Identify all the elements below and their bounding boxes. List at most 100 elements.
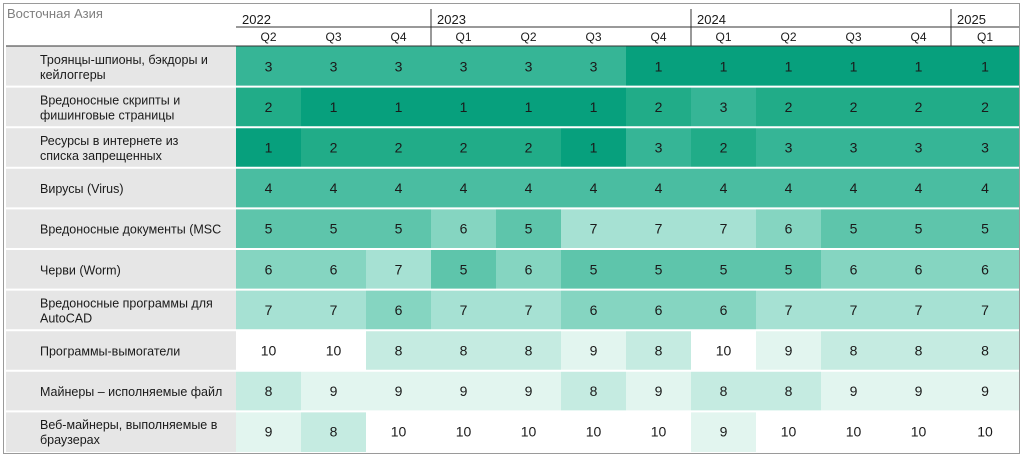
quarter-label: Q1 (455, 30, 471, 44)
cell-value: 6 (850, 261, 858, 277)
cell-value: 5 (915, 221, 923, 237)
heatmap-cell (366, 330, 431, 371)
heatmap-cell (366, 86, 431, 128)
cell-value: 1 (915, 58, 923, 74)
cell-value: 8 (265, 383, 273, 399)
cell-value: 10 (521, 424, 537, 440)
header: Восточная Азия 2022 2023 2024 2025 Q2 Q3 Q4 Q1 Q… (6, 6, 1019, 47)
heatmap-cell (821, 167, 886, 209)
heatmap-cell (236, 167, 301, 209)
heatmap-cell (691, 127, 756, 168)
cell-value: 3 (330, 58, 338, 74)
heatmap-cell (821, 86, 886, 128)
row-label-line: Вредоносные скрипты и (40, 93, 180, 107)
heatmap-cell (886, 370, 951, 412)
cell-value: 1 (525, 99, 533, 115)
heatmap-cell (691, 249, 756, 290)
cell-value: 2 (850, 99, 858, 115)
cell-value: 2 (720, 140, 728, 156)
heatmap-cell (951, 46, 1019, 87)
year-label: 2022 (242, 12, 271, 27)
cell-value: 6 (525, 261, 533, 277)
cell-value: 9 (460, 383, 468, 399)
heatmap-cell (821, 208, 886, 249)
cell-value: 2 (395, 140, 403, 156)
row-separators (6, 85, 1019, 413)
heatmap-cell (756, 127, 821, 168)
heatmap-cell (756, 249, 821, 290)
cell-value: 4 (525, 180, 533, 196)
heatmap-cell (366, 208, 431, 249)
heatmap-cell (756, 167, 821, 209)
cell-value: 7 (395, 261, 403, 277)
heatmap-cell (756, 411, 821, 452)
heatmap-cell (691, 411, 756, 452)
cell-value: 8 (850, 343, 858, 359)
row-label-line: AutoCAD (40, 311, 92, 325)
cell-value: 5 (590, 261, 598, 277)
heatmap-cell (951, 167, 1019, 209)
heatmap-cell (301, 86, 366, 128)
cell-value: 9 (720, 424, 728, 440)
heatmap-cell (301, 249, 366, 290)
row-label-line: списка запрещенных (40, 149, 163, 163)
heatmap-cell (626, 86, 691, 128)
heatmap-cell (756, 46, 821, 87)
heatmap-cell (626, 249, 691, 290)
heatmap-cell (561, 208, 626, 249)
heatmap-cell (561, 86, 626, 128)
cell-value: 3 (785, 140, 793, 156)
row-label: Майнеры – исполняемые файл (40, 385, 222, 399)
cell-value: 9 (785, 343, 793, 359)
cell-value: 10 (326, 343, 342, 359)
cell-value: 8 (525, 343, 533, 359)
heatmap-cell (431, 86, 496, 128)
row-label-line: Вирусы (Virus) (40, 182, 124, 196)
heatmap-cell (951, 411, 1019, 452)
row-label: Программы-вымогатели (40, 345, 180, 359)
cell-value: 10 (456, 424, 472, 440)
cell-value: 9 (525, 383, 533, 399)
heatmap-cell (431, 249, 496, 290)
cell-value: 1 (590, 99, 598, 115)
quarter-label: Q3 (325, 30, 341, 44)
heatmap-cell (886, 167, 951, 209)
quarter-label: Q2 (520, 30, 536, 44)
cell-value: 8 (915, 343, 923, 359)
cell-value: 1 (785, 58, 793, 74)
row-label: Вредоносные скрипты и фишинговые страницы (40, 93, 180, 122)
cell-value: 2 (785, 99, 793, 115)
heatmap-cell (756, 208, 821, 249)
heatmap-cell (561, 127, 626, 168)
heatmap-cell (431, 127, 496, 168)
cell-value: 10 (977, 424, 993, 440)
cell-value: 6 (590, 302, 598, 318)
heatmap-cell (691, 86, 756, 128)
row-label: Черви (Worm) (40, 263, 121, 277)
heatmap-cell (626, 370, 691, 412)
heatmap-cell (821, 46, 886, 87)
heatmap-cell (886, 249, 951, 290)
row-label-line: фишинговые страницы (40, 108, 174, 122)
row-label-line: браузерах (40, 433, 101, 447)
quarter-label: Q4 (910, 30, 926, 44)
heatmap-cell (431, 167, 496, 209)
cell-value: 7 (655, 221, 663, 237)
heatmap-cell (951, 330, 1019, 371)
cell-value: 9 (915, 383, 923, 399)
quarter-label: Q2 (260, 30, 276, 44)
cell-value: 1 (720, 58, 728, 74)
row-label-line: Черви (Worm) (40, 263, 121, 277)
heatmap-cell (561, 370, 626, 412)
cell-value: 4 (265, 180, 273, 196)
cell-value: 3 (525, 58, 533, 74)
heatmap-cell (366, 167, 431, 209)
cell-value: 7 (525, 302, 533, 318)
cell-value: 6 (460, 221, 468, 237)
cell-value: 7 (785, 302, 793, 318)
cell-value: 3 (850, 140, 858, 156)
cell-value: 3 (720, 99, 728, 115)
cell-value: 4 (850, 180, 858, 196)
heatmap-cell (561, 46, 626, 87)
heatmap-cell (431, 289, 496, 331)
